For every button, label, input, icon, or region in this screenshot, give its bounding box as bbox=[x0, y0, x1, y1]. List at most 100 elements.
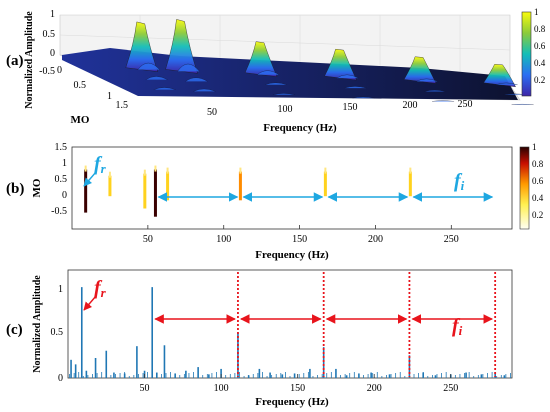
heatmap-streak-tip bbox=[108, 171, 111, 178]
panel-b-x-ticks: 50 100 150 200 250 bbox=[143, 234, 459, 245]
surface-ridge bbox=[256, 70, 280, 75]
panel-a-label: (a) bbox=[6, 53, 24, 69]
colorbar-tick: 1 bbox=[532, 142, 537, 152]
panel-a-colorbar-ticks: 1 0.8 0.6 0.4 0.2 bbox=[534, 7, 546, 85]
panel-a-colorbar bbox=[521, 11, 532, 97]
colorbar-tick: 1 bbox=[534, 7, 539, 17]
heatmap-streak bbox=[108, 175, 112, 197]
panel-c-y-ticks: 1 0.5 0 bbox=[51, 284, 64, 384]
colorbar-tick: 0.2 bbox=[532, 210, 543, 220]
y-tick: 0.5 bbox=[55, 174, 68, 185]
x-tick: 200 bbox=[367, 383, 382, 394]
x-tick: 50 bbox=[140, 383, 150, 394]
heatmap-streak bbox=[84, 169, 88, 213]
surface-peak bbox=[483, 64, 516, 88]
surface-peaks bbox=[125, 19, 534, 105]
heatmap-streak bbox=[153, 169, 157, 217]
panel-a-mo-ticks: 0 0.5 1 1.5 bbox=[57, 65, 128, 111]
y-tick: 0 bbox=[62, 190, 67, 201]
heatmap-streak-tip bbox=[143, 169, 146, 176]
fi-annotation-label: fi bbox=[452, 315, 463, 338]
surface-peak bbox=[125, 21, 159, 72]
z-tick: 0 bbox=[50, 48, 55, 59]
mo-tick: 1.5 bbox=[116, 100, 129, 111]
surface-peak bbox=[324, 48, 357, 81]
x-tick: 150 bbox=[292, 234, 307, 245]
surface-peak bbox=[403, 56, 437, 84]
freq-tick: 250 bbox=[458, 99, 473, 110]
panel-b-fr-annotation: fr bbox=[83, 153, 107, 187]
colorbar-tick: 0.8 bbox=[534, 24, 546, 34]
heatmap-streak bbox=[408, 171, 412, 197]
colorbar-tick: 0.6 bbox=[532, 176, 544, 186]
panel-c-ylabel: Normalized Amplitude bbox=[32, 275, 43, 373]
x-tick: 200 bbox=[368, 234, 383, 245]
surface-ridge bbox=[511, 103, 534, 105]
z-tick: -0.5 bbox=[39, 66, 55, 77]
panel-a: (a) 1 0.5 0 -0.5 0 0.5 1 1.5 50 bbox=[6, 7, 546, 134]
surface-ridge bbox=[344, 86, 367, 89]
surface-ridge bbox=[193, 88, 216, 92]
surface-ridge bbox=[264, 82, 288, 85]
fr-annotation-label: fr bbox=[94, 277, 107, 300]
heatmap-streak bbox=[323, 171, 327, 197]
x-tick: 250 bbox=[444, 234, 459, 245]
surface-ridge bbox=[495, 82, 518, 85]
z-tick: 1 bbox=[50, 9, 55, 20]
panel-b-ticks bbox=[147, 225, 452, 229]
heatmap-streak bbox=[238, 171, 242, 201]
fr-annotation-label: fr bbox=[94, 153, 107, 176]
surface-ridge bbox=[137, 62, 160, 70]
freq-tick: 150 bbox=[343, 102, 358, 113]
panel-a-xlabel: Frequency (Hz) bbox=[263, 122, 337, 134]
y-tick: 1 bbox=[58, 284, 63, 295]
surface-peak bbox=[244, 41, 278, 77]
y-tick: 1 bbox=[62, 158, 67, 169]
colorbar-tick: 0.2 bbox=[534, 75, 545, 85]
mo-tick: 1 bbox=[107, 91, 112, 102]
surface-ridge bbox=[145, 76, 168, 80]
y-tick: -0.5 bbox=[51, 206, 67, 217]
colorbar-tick: 0.6 bbox=[534, 41, 546, 51]
panel-c-fr-annotation: fr bbox=[83, 277, 107, 311]
x-tick: 100 bbox=[216, 234, 231, 245]
panel-a-ylabel: MO bbox=[71, 114, 90, 126]
z-tick: 0.5 bbox=[43, 29, 56, 40]
harmonic-markers bbox=[237, 272, 497, 377]
colorbar-tick: 0.4 bbox=[532, 193, 544, 203]
surface-ridge bbox=[185, 77, 208, 82]
surface-ridge bbox=[153, 87, 176, 90]
surface-ridge bbox=[336, 74, 359, 79]
surface-ridge bbox=[424, 89, 447, 92]
panel-b-colorbar-ticks: 1 0.8 0.6 0.4 0.2 bbox=[532, 142, 544, 220]
panel-c-x-ticks: 50 100 150 200 250 bbox=[140, 383, 459, 394]
panel-c-label: (c) bbox=[6, 322, 23, 338]
surface-ridge bbox=[352, 96, 375, 99]
x-tick: 50 bbox=[143, 234, 153, 245]
surface-peak bbox=[165, 19, 198, 74]
heatmap-streak-tip bbox=[239, 167, 242, 174]
freq-tick: 50 bbox=[207, 107, 217, 118]
panel-b-label: (b) bbox=[6, 181, 24, 197]
y-tick: 0.5 bbox=[51, 327, 64, 338]
colorbar-tick: 0.8 bbox=[532, 159, 544, 169]
panel-b-ylabel: MO bbox=[31, 178, 43, 197]
panel-c-ticks bbox=[144, 374, 452, 378]
panel-a-zlabel: Normalized Amplitude bbox=[24, 11, 35, 109]
panel-b: (b) 1.5 1 0.5 0 -0.5 50 100 150 200 250 … bbox=[6, 142, 544, 261]
panel-b-y-ticks: 1.5 1 0.5 0 -0.5 bbox=[51, 142, 67, 217]
freq-tick: 200 bbox=[403, 100, 418, 111]
x-tick: 100 bbox=[214, 383, 229, 394]
surface-ridge bbox=[415, 78, 439, 82]
heatmap-streak-tip bbox=[154, 165, 157, 172]
mo-tick: 0.5 bbox=[74, 80, 87, 91]
panel-a-z-ticks: 1 0.5 0 -0.5 bbox=[39, 9, 55, 77]
heatmap-streak-tip bbox=[166, 167, 169, 174]
panel-b-colorbar bbox=[519, 146, 530, 230]
x-tick: 150 bbox=[290, 383, 305, 394]
panel-b-xlabel: Frequency (Hz) bbox=[255, 249, 329, 261]
heatmap-streak-tip bbox=[84, 165, 87, 172]
freq-tick: 100 bbox=[278, 104, 293, 115]
panel-c-xlabel: Frequency (Hz) bbox=[255, 396, 329, 408]
